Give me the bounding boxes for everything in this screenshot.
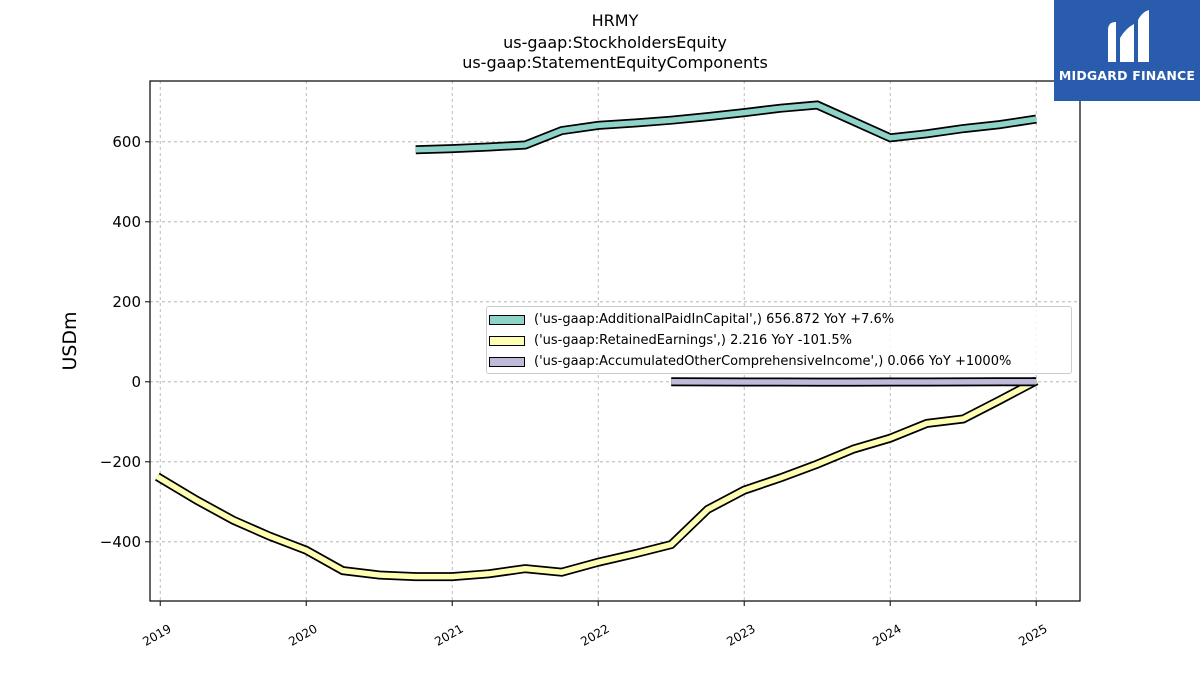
y-axis-ticks: −400 −200 0 200 400 600: [100, 133, 150, 551]
series-2: [671, 377, 1037, 387]
chart-title-concept: us-gaap:StockholdersEquity: [503, 33, 727, 52]
plot-area-frame: [149, 80, 1081, 602]
legend-swatch-apic: [489, 315, 525, 325]
x-tick-label: 2024: [870, 621, 903, 648]
chart-legend: ('us-gaap:AdditionalPaidInCapital',) 656…: [486, 306, 1072, 374]
series-1: [154, 376, 1039, 582]
x-tick-label: 2022: [578, 621, 611, 648]
x-axis-ticks: 2019 2020 2021 2022 2023 2024 2025: [140, 601, 1050, 649]
chart-title-components: us-gaap:StatementEquityComponents: [462, 53, 768, 72]
x-tick-label: 2019: [140, 621, 173, 648]
logo-mark-icon: [1108, 10, 1149, 62]
legend-label-aoci: ('us-gaap:AccumulatedOtherComprehensiveI…: [534, 354, 1012, 369]
series-0: [415, 100, 1037, 155]
y-axis-label: USDm: [59, 311, 81, 370]
y-tick-label: 0: [131, 373, 141, 391]
brand-logo: MIDGARD FINANCE: [1054, 0, 1200, 101]
chart-title-ticker: HRMY: [591, 11, 639, 30]
x-tick-label: 2023: [724, 621, 757, 648]
series-outline-line: [415, 100, 1037, 155]
y-tick-label: −400: [100, 533, 141, 551]
y-tick-label: 200: [112, 293, 141, 311]
series-line: [415, 102, 1037, 153]
y-tick-label: −200: [100, 453, 141, 471]
series-outline-line: [154, 376, 1039, 582]
legend-swatch-aoci: [489, 357, 525, 367]
y-tick-label: 600: [112, 133, 141, 151]
grid-lines: [150, 81, 1080, 601]
legend-label-retained-earnings: ('us-gaap:RetainedEarnings',) 2.216 YoY …: [534, 333, 852, 348]
series-layer: [154, 100, 1039, 582]
legend-swatch-retained-earnings: [489, 336, 525, 346]
x-tick-label: 2021: [432, 621, 465, 648]
legend-label-apic: ('us-gaap:AdditionalPaidInCapital',) 656…: [534, 312, 895, 327]
brand-logo-text: MIDGARD FINANCE: [1058, 68, 1196, 83]
y-tick-label: 400: [112, 213, 141, 231]
x-tick-label: 2025: [1016, 621, 1049, 648]
x-tick-label: 2020: [286, 621, 319, 648]
